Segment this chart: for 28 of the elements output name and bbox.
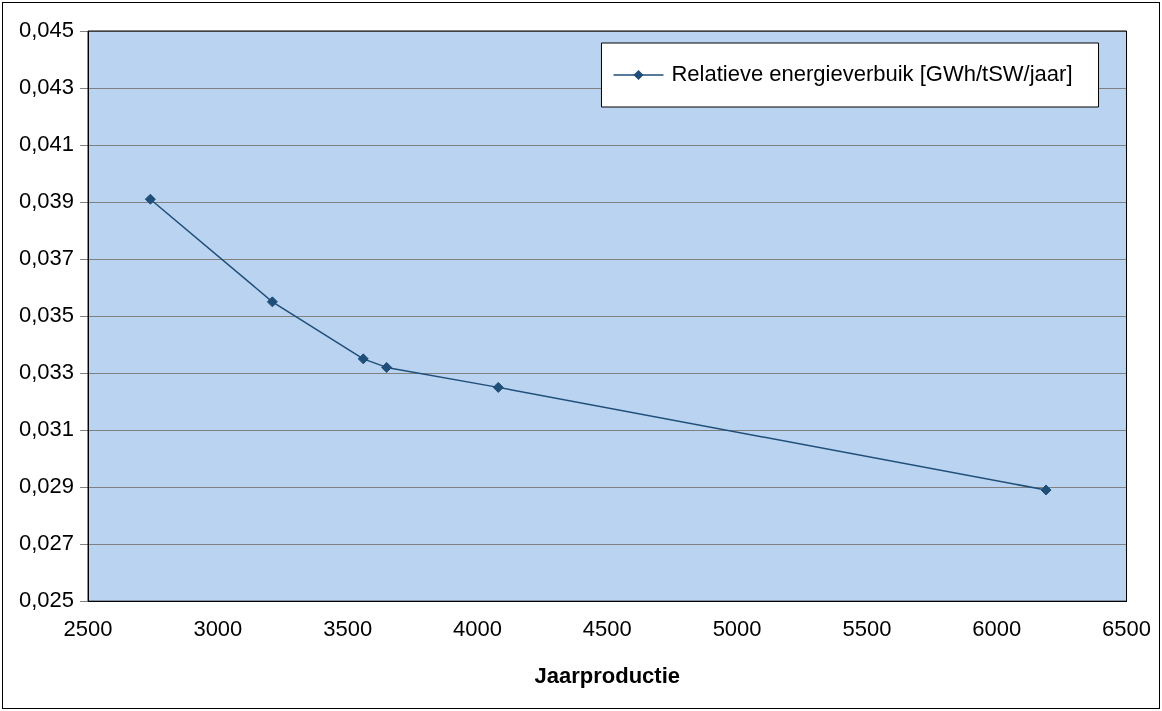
y-tick-label: 0,027 [18,530,75,556]
point [381,361,393,373]
y-tick-label: 0,045 [18,17,75,43]
x-tick-label: 5000 [712,616,762,642]
x-tick-label: 6500 [1102,616,1152,642]
y-tick-label: 0,039 [18,188,75,214]
point [492,381,504,393]
point [357,353,369,365]
point [144,193,156,205]
y-tick-label: 0,031 [18,416,75,442]
point [266,296,278,308]
y-tick-label: 0,029 [18,473,75,499]
legend-label: Relatieve energieverbuik [GWh/tSW/jaar] [671,61,1073,87]
x-tick-label: 2500 [63,616,113,642]
y-tick-label: 0,043 [18,74,75,100]
x-axis-title: Jaarproductie [534,662,681,688]
x-tick-label: 5500 [842,616,892,642]
x-tick-label: 6000 [972,616,1022,642]
y-tick-label: 0,037 [18,245,75,271]
x-tick-label: 3000 [193,616,243,642]
x-tick-label: 3500 [323,616,373,642]
y-tick-label: 0,035 [18,302,75,328]
y-tick-label: 0,041 [18,131,75,157]
point [1040,484,1052,496]
y-tick-label: 0,033 [18,359,75,385]
x-tick-label: 4500 [582,616,632,642]
y-tick-label: 0,025 [18,587,75,613]
x-tick-label: 4000 [453,616,502,642]
